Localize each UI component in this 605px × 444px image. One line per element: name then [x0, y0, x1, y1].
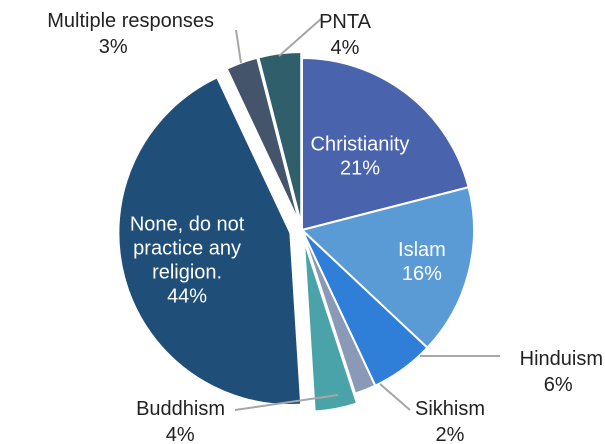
slice-label-6: Multiple responses 3%	[47, 10, 214, 58]
slice-percent: 6%	[544, 374, 573, 396]
slice-name: Christianity	[311, 133, 410, 155]
slice-percent: 3%	[99, 36, 128, 58]
leader-line-4	[234, 394, 339, 411]
pie-slice-buddhism	[302, 238, 359, 413]
slice-label-2: Hinduism 6%	[520, 348, 603, 396]
slice-percent: 2%	[436, 424, 465, 444]
slice-name: Hinduism	[520, 348, 603, 370]
leader-line-3	[379, 383, 411, 411]
slice-name: Multiple responses	[47, 10, 214, 32]
slice-percent: 4%	[166, 424, 195, 444]
leader-lines-layer	[234, 17, 500, 411]
pie-slice-sikhism	[301, 229, 377, 395]
pie-slice-none-do-not-practice-any-religion	[117, 76, 303, 406]
slice-name: PNTA	[319, 11, 372, 33]
slice-name: Buddhism	[136, 398, 225, 420]
leader-line-6	[235, 29, 242, 64]
pie-slice-christianity	[301, 57, 470, 231]
leader-line-7	[278, 17, 323, 57]
slice-percent: 4%	[331, 37, 360, 59]
slice-label-4: Buddhism 4%	[136, 398, 225, 444]
slices-layer	[117, 51, 475, 413]
slice-percent: 21%	[340, 157, 380, 179]
slice-percent: 16%	[402, 263, 442, 285]
slice-name: None, do not	[130, 214, 245, 236]
slice-name: Sikhism	[415, 398, 485, 420]
slice-name: religion.	[152, 262, 222, 284]
slice-percent: 44%	[167, 286, 207, 308]
labels-layer: Christianity 21% Islam 16% Hinduism 6% Sikhism…	[47, 10, 603, 444]
slice-label-0: Christianity 21%	[311, 133, 410, 179]
slice-label-7: PNTA 4%	[319, 11, 372, 59]
slice-label-5: None, do not practice any religion. 44%	[130, 214, 245, 308]
slice-name: Islam	[398, 239, 446, 261]
slice-label-1: Islam 16%	[398, 239, 446, 285]
pie-slice-pnta	[257, 51, 303, 226]
slice-name: practice any	[133, 238, 241, 260]
slice-label-3: Sikhism 2%	[415, 398, 485, 444]
pie-slice-islam	[301, 186, 475, 349]
